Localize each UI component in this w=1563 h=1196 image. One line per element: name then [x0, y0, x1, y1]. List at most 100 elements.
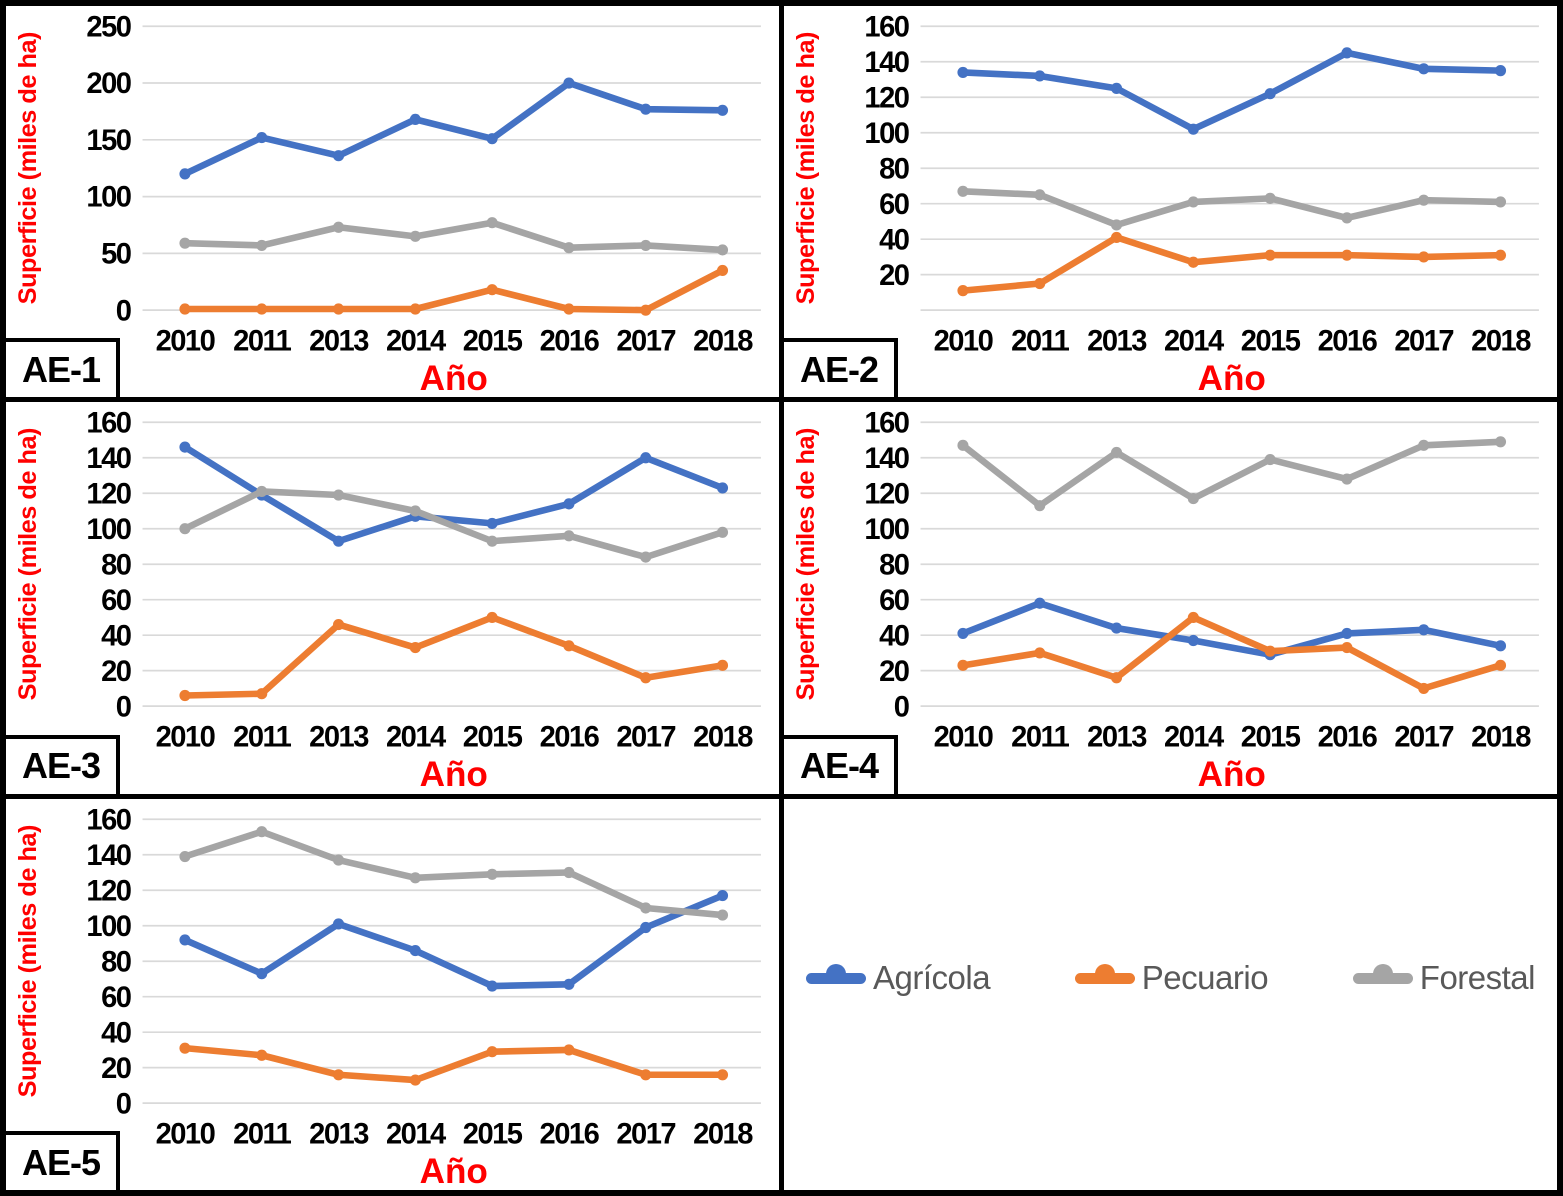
y-tick-label: 140 — [86, 443, 131, 475]
series-line-forestal — [959, 187, 1504, 229]
x-tick-label: 2015 — [463, 1118, 523, 1150]
data-point-forestal — [640, 902, 652, 914]
data-point-agricola — [563, 978, 575, 990]
series-forestal — [179, 825, 729, 921]
y-tick-label: 80 — [101, 550, 132, 582]
data-point-agricola — [957, 628, 969, 640]
legend-item-pecuario: Pecuario — [1074, 959, 1269, 997]
x-tick-label: 2016 — [540, 326, 600, 358]
data-point-pecuario — [1034, 647, 1046, 659]
data-point-forestal — [1341, 473, 1353, 485]
y-tick-label: 20 — [101, 1052, 132, 1084]
x-tick-label: 2016 — [1318, 326, 1378, 358]
data-point-agricola — [1418, 63, 1430, 75]
data-point-forestal — [1418, 440, 1430, 452]
x-tick-label: 2017 — [616, 722, 675, 754]
data-point-forestal — [179, 850, 191, 862]
y-tick-label: 100 — [864, 514, 909, 546]
data-point-pecuario — [1418, 683, 1430, 695]
data-point-pecuario — [1341, 642, 1353, 654]
data-point-pecuario — [563, 303, 575, 315]
y-tick-label: 60 — [879, 189, 910, 221]
x-tick-label: 2018 — [1471, 722, 1531, 754]
data-point-pecuario — [409, 303, 421, 315]
series-agricola — [179, 889, 729, 992]
x-tick-label: 2018 — [1471, 326, 1531, 358]
legend-item-agricola: Agrícola — [806, 959, 991, 997]
data-point-pecuario — [717, 660, 729, 672]
x-tick-label: 2017 — [616, 1118, 675, 1150]
y-tick-label: 160 — [864, 408, 909, 440]
data-point-pecuario — [640, 672, 652, 684]
x-tick-label: 2010 — [934, 326, 994, 358]
data-point-agricola — [486, 518, 498, 530]
x-tick-label: 2013 — [309, 1118, 369, 1150]
series-line-pecuario — [959, 234, 1504, 294]
x-tick-label: 2010 — [156, 1118, 216, 1150]
y-tick-label: 140 — [86, 839, 131, 871]
data-point-forestal — [1187, 493, 1199, 505]
data-point-pecuario — [717, 1068, 729, 1080]
panel-ae-5: 0 20 40 60 80 100 120 140 160 2010 2011 2013 2014 201… — [6, 798, 779, 1190]
series-line-agricola — [959, 49, 1504, 133]
data-point-forestal — [409, 230, 421, 242]
data-point-forestal — [179, 523, 191, 535]
data-point-agricola — [179, 934, 191, 946]
data-point-forestal — [1495, 196, 1507, 208]
data-point-pecuario — [563, 640, 575, 652]
x-tick-label: 2011 — [1011, 326, 1069, 358]
data-point-pecuario — [256, 688, 268, 700]
x-tick-label: 2014 — [1164, 326, 1225, 358]
y-tick-label: 120 — [864, 82, 909, 114]
data-point-forestal — [640, 239, 652, 251]
data-point-pecuario — [333, 303, 345, 315]
series-line-pecuario — [959, 614, 1504, 693]
data-point-agricola — [1341, 47, 1353, 59]
series-line-forestal — [181, 828, 726, 919]
x-tick-label: 2016 — [540, 722, 600, 754]
agricola-line-marker-icon — [806, 963, 866, 984]
data-point-agricola — [957, 66, 969, 78]
series-line-pecuario — [181, 1044, 726, 1084]
y-tick-label: 150 — [86, 125, 131, 157]
panel-ae-3: 0 20 40 60 80 100 120 140 160 2010 2011 2013 2014 201… — [6, 402, 779, 794]
x-axis-title: Año — [420, 755, 488, 793]
forestal-point-icon — [1372, 963, 1393, 984]
data-point-pecuario — [486, 1045, 498, 1057]
legend-label-pecuario: Pecuario — [1141, 959, 1269, 997]
data-point-agricola — [1418, 624, 1430, 636]
series-line-forestal — [181, 488, 726, 561]
series-line-agricola — [181, 79, 726, 178]
data-point-pecuario — [1187, 612, 1199, 624]
data-point-agricola — [409, 944, 421, 956]
y-tick-label: 0 — [116, 691, 132, 723]
x-tick-label: 2017 — [1394, 326, 1453, 358]
legend-panel: Agrícola Pecuario Forestal — [784, 798, 1557, 1190]
panel-label-box-ae-2: AE-2 — [784, 338, 898, 398]
data-point-pecuario — [1187, 256, 1199, 268]
data-point-pecuario — [640, 304, 652, 316]
y-tick-label: 40 — [879, 224, 910, 256]
x-tick-label: 2015 — [1241, 326, 1301, 358]
series-forestal — [957, 185, 1507, 231]
data-point-forestal — [957, 440, 969, 452]
y-tick-label: 160 — [86, 408, 131, 440]
series-line-agricola — [181, 891, 726, 990]
x-axis-title: Año — [420, 359, 488, 397]
data-point-agricola — [1111, 622, 1123, 634]
series-forestal — [957, 436, 1507, 512]
data-point-agricola — [1034, 597, 1046, 610]
data-point-pecuario — [957, 660, 969, 672]
data-point-pecuario — [256, 1049, 268, 1061]
y-tick-label: 100 — [864, 118, 909, 150]
pecuario-line-marker-icon — [1074, 963, 1135, 984]
y-tick-label: 20 — [879, 656, 910, 688]
legend: Agrícola Pecuario Forestal — [806, 959, 1536, 997]
data-point-agricola — [640, 452, 652, 464]
x-tick-label: 2017 — [616, 326, 675, 358]
data-point-agricola — [563, 498, 575, 510]
y-tick-label: 80 — [879, 153, 910, 185]
data-point-pecuario — [1034, 277, 1046, 290]
series-pecuario — [957, 231, 1507, 297]
